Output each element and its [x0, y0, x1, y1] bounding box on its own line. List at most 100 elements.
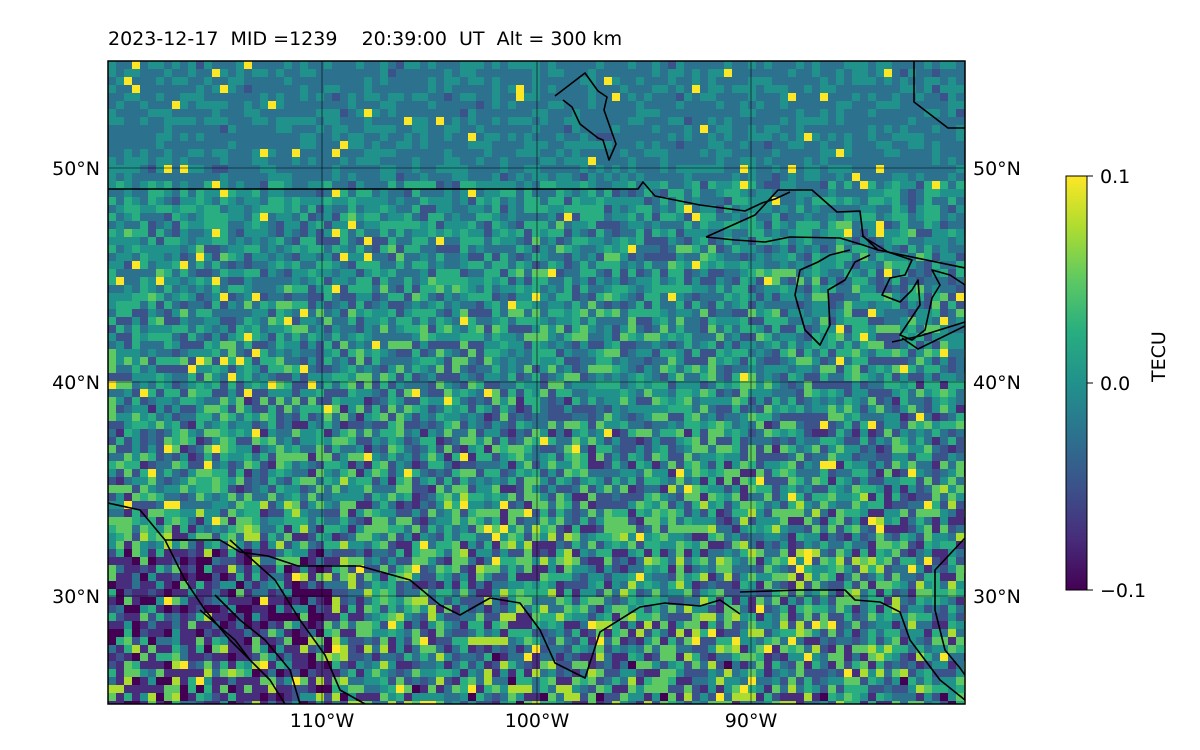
heatmap-cell: [796, 229, 805, 238]
heatmap-cell: [596, 157, 605, 166]
heatmap-cell: [420, 61, 429, 70]
heatmap-cell: [180, 101, 189, 110]
heatmap-cell: [556, 245, 565, 254]
heatmap-cell: [668, 109, 677, 118]
heatmap-cell: [828, 165, 837, 174]
heatmap-cell: [716, 213, 725, 222]
heatmap-cell: [412, 357, 421, 366]
heatmap-cell: [676, 69, 685, 78]
heatmap-cell: [260, 293, 269, 302]
heatmap-cell: [380, 397, 389, 406]
heatmap-cell: [484, 333, 493, 342]
heatmap-cell: [812, 213, 821, 222]
heatmap-cell: [316, 317, 325, 326]
heatmap-cell: [700, 261, 709, 270]
heatmap-cell: [772, 261, 781, 270]
heatmap-cell: [772, 301, 781, 310]
heatmap-cell: [884, 325, 893, 334]
heatmap-cell: [292, 341, 301, 350]
heatmap-cell: [644, 365, 653, 374]
heatmap-cell: [844, 381, 853, 390]
heatmap-cell: [500, 109, 509, 118]
heatmap-cell: [308, 301, 317, 310]
heatmap-cell: [660, 293, 669, 302]
heatmap-cell: [460, 189, 469, 198]
heatmap-cell: [652, 221, 661, 230]
heatmap-cell: [676, 109, 685, 118]
heatmap-cell: [580, 181, 589, 190]
heatmap-cell: [716, 197, 725, 206]
heatmap-cell: [364, 301, 373, 310]
heatmap-cell: [756, 349, 765, 358]
heatmap-cell: [132, 349, 141, 358]
heatmap-cell: [756, 301, 765, 310]
heatmap-cell: [484, 381, 493, 390]
heatmap-cell: [892, 101, 901, 110]
heatmap-cell: [340, 317, 349, 326]
heatmap-cell: [676, 237, 685, 246]
heatmap-cell: [492, 349, 501, 358]
heatmap-cell: [340, 405, 349, 414]
heatmap-cell: [148, 61, 157, 70]
heatmap-cell: [132, 269, 141, 278]
heatmap-cell: [284, 189, 293, 198]
heatmap-cell: [908, 157, 917, 166]
heatmap-cell: [732, 237, 741, 246]
heatmap-cell: [308, 341, 317, 350]
heatmap-cell: [588, 389, 597, 398]
heatmap-cell: [500, 261, 509, 270]
heatmap-cell: [180, 397, 189, 406]
heatmap-cell: [436, 421, 445, 430]
heatmap-cell: [796, 373, 805, 382]
heatmap-cell: [452, 405, 461, 414]
heatmap-cell: [828, 253, 837, 262]
heatmap-cell: [804, 61, 813, 70]
heatmap-cell: [732, 397, 741, 406]
heatmap-cell: [172, 125, 181, 134]
heatmap-cell: [532, 77, 541, 86]
heatmap-cell: [580, 101, 589, 110]
heatmap-cell: [572, 101, 581, 110]
heatmap-cell: [540, 333, 549, 342]
heatmap-cell: [916, 221, 925, 230]
heatmap-cell: [916, 269, 925, 278]
heatmap-cell: [788, 389, 797, 398]
heatmap-cell: [860, 181, 869, 190]
heatmap-cell: [948, 333, 957, 342]
heatmap-cell: [372, 133, 381, 142]
heatmap-cell: [652, 189, 661, 198]
heatmap-cell: [620, 269, 629, 278]
heatmap-cell: [108, 221, 117, 230]
heatmap-cell: [700, 357, 709, 366]
heatmap-cell: [332, 165, 341, 174]
heatmap-cell: [940, 117, 949, 126]
heatmap-cell: [284, 397, 293, 406]
heatmap-cell: [108, 381, 117, 390]
heatmap-cell: [428, 221, 437, 230]
heatmap-cell: [636, 261, 645, 270]
heatmap-cell: [564, 213, 573, 222]
heatmap-cell: [740, 357, 749, 366]
heatmap-cell: [212, 237, 221, 246]
heatmap-cell: [828, 61, 837, 70]
heatmap-cell: [340, 333, 349, 342]
heatmap-cell: [876, 277, 885, 286]
heatmap-cell: [852, 141, 861, 150]
heatmap-cell: [108, 109, 117, 118]
heatmap-cell: [764, 341, 773, 350]
heatmap-cell: [708, 293, 717, 302]
heatmap-cell: [724, 253, 733, 262]
heatmap-cell: [724, 269, 733, 278]
heatmap-cell: [172, 173, 181, 182]
heatmap-cell: [220, 373, 229, 382]
heatmap-cell: [660, 133, 669, 142]
heatmap-cell: [676, 317, 685, 326]
heatmap-cell: [828, 357, 837, 366]
heatmap-cell: [212, 421, 221, 430]
heatmap-cell: [708, 109, 717, 118]
heatmap-cell: [284, 221, 293, 230]
heatmap-cell: [940, 397, 949, 406]
heatmap-cell: [884, 133, 893, 142]
heatmap-cell: [404, 277, 413, 286]
heatmap-cell: [484, 77, 493, 86]
